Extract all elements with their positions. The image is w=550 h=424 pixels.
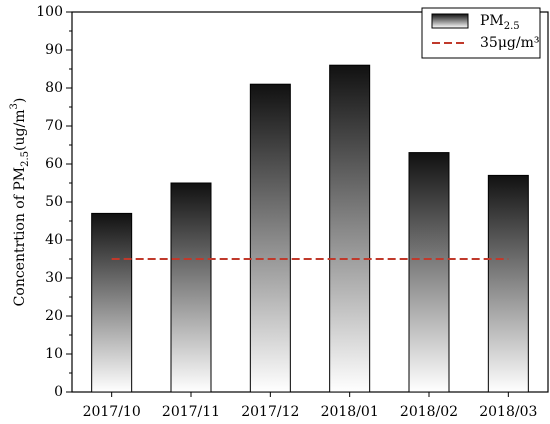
y-tick-label: 10 [45, 346, 63, 362]
x-tick-label: 2018/03 [479, 404, 537, 420]
y-tick-label: 100 [36, 4, 63, 20]
y-tick-label: 50 [45, 194, 63, 210]
y-tick-label: 90 [45, 42, 63, 58]
bar [249, 83, 291, 393]
text-part: 3 [9, 103, 20, 109]
x-tick-label: 2018/02 [400, 404, 458, 420]
y-tick-label: 60 [45, 156, 63, 172]
bar [170, 182, 212, 393]
bar [329, 64, 371, 393]
y-tick-label: 40 [45, 232, 63, 248]
legend-label: 35μg/m³ [480, 35, 539, 51]
bar [487, 174, 529, 393]
text-part: ) [12, 98, 28, 103]
y-tick-label: 20 [45, 308, 63, 324]
x-tick-label: 2017/12 [241, 404, 299, 420]
y-tick-label: 30 [45, 270, 63, 286]
text-part: Concentrtion of PM [12, 167, 28, 306]
y-axis-label: Concentrtion of PM2.5(ug/m3) [9, 98, 31, 307]
y-tick-label: 80 [45, 80, 63, 96]
x-tick-label: 2017/10 [83, 404, 141, 420]
y-tick-label: 70 [45, 118, 63, 134]
y-tick-label: 0 [54, 384, 63, 400]
bar [91, 212, 133, 393]
text-part: 2.5 [20, 151, 31, 167]
legend-swatch [431, 13, 469, 29]
x-tick-label: 2018/01 [321, 404, 379, 420]
text-part: PM [480, 13, 504, 29]
x-tick-label: 2017/11 [162, 404, 220, 420]
legend-label: PM2.5 [480, 13, 520, 32]
text-part: (ug/m [12, 110, 28, 151]
bar [408, 152, 450, 393]
text-part: 2.5 [504, 21, 520, 32]
plot-frame [71, 11, 549, 393]
